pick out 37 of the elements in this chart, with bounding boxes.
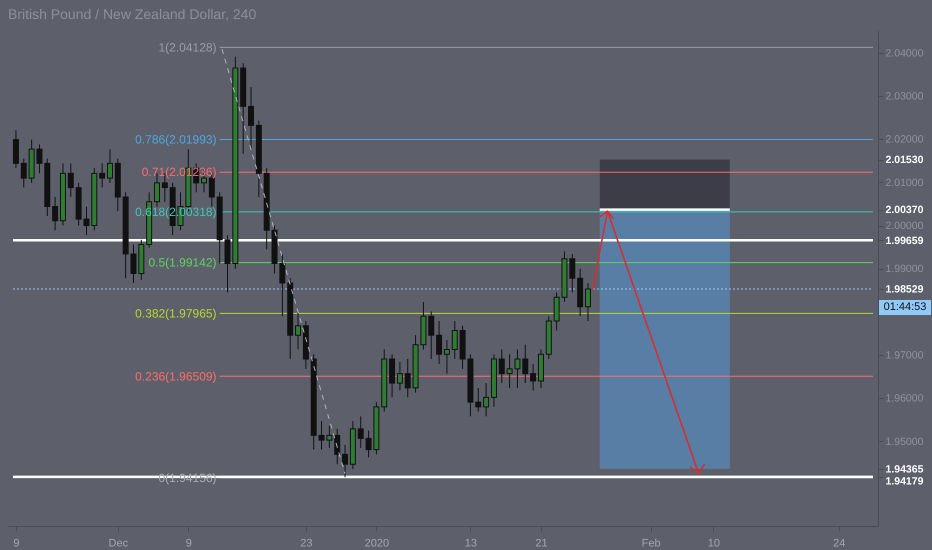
x-tick-label: 24 — [833, 538, 846, 550]
candlestick — [514, 348, 520, 388]
x-tick-label: 2020 — [364, 538, 390, 550]
x-tick-label: Feb — [642, 538, 661, 550]
y-tick-label: 1.99659 — [886, 234, 924, 247]
ref-line-label: 1(2.04128) — [158, 40, 217, 54]
x-tick-label: 10 — [708, 538, 720, 550]
candlestick — [342, 444, 348, 478]
candlestick — [224, 234, 231, 293]
candlestick — [318, 420, 325, 450]
candlestick — [106, 148, 113, 184]
ref-line-label: 0.382(1.97965) — [135, 306, 217, 320]
y-tick-label: 1.94179 — [886, 475, 924, 488]
candlestick — [12, 130, 19, 169]
ref-line-label: 0.5(1.99142) — [148, 256, 217, 270]
x-tick-label: Dec — [108, 538, 129, 550]
candlestick — [130, 244, 136, 284]
y-tick-label: 2.00370 — [886, 204, 924, 216]
candlestick — [436, 320, 442, 365]
candlestick — [295, 310, 302, 350]
x-tick-label: 9 — [13, 538, 20, 550]
ref-line-label: 0.236(1.96509) — [135, 369, 217, 384]
candlestick — [584, 282, 591, 322]
x-tick-label: 21 — [535, 538, 548, 550]
y-tick-label: 2.01530 — [886, 154, 924, 166]
x-tick-label: 9 — [186, 538, 192, 550]
text: 01:44:53 — [879, 300, 931, 315]
y-tick-label: 1.94365 — [886, 463, 924, 476]
candlestick — [83, 206, 90, 236]
candlestick — [248, 86, 254, 150]
candlestick — [444, 339, 450, 374]
candlestick — [366, 430, 372, 458]
x-tick-label: 13 — [464, 538, 478, 550]
ref-line-label: 0.786(2.01993) — [135, 132, 217, 147]
x-tick-label: 23 — [300, 538, 312, 550]
y-tick-label: 1.98529 — [886, 284, 924, 296]
candlestick — [36, 144, 42, 174]
